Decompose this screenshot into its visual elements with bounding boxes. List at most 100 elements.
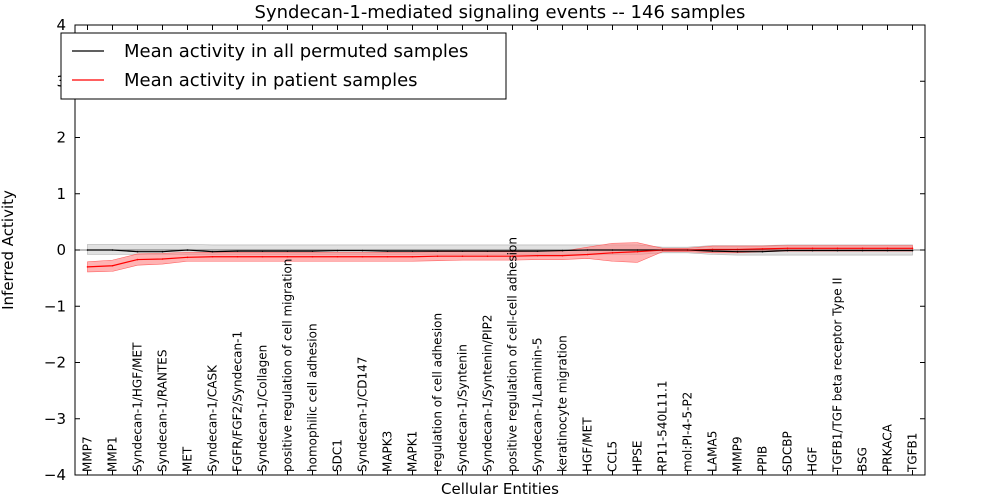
x-tick-label: HGF/MET [581, 417, 595, 472]
x-tick-label: BSG [856, 447, 870, 472]
data-point-patient [436, 255, 439, 257]
data-point-patient [511, 255, 514, 257]
data-point-patient [636, 250, 639, 253]
data-point-patient [211, 255, 214, 258]
x-tick-label: MMP7 [81, 436, 95, 472]
legend-box [60, 32, 507, 100]
data-point-patient [161, 258, 164, 260]
y-tick-label: 1 [56, 185, 66, 203]
data-point-patient [486, 255, 489, 257]
x-tick-label: positive regulation of cell migration [281, 259, 295, 472]
y-tick-label: −1 [44, 297, 66, 315]
x-tick-label: Syndecan-1/Laminin-5 [531, 338, 545, 472]
data-point-patient [186, 256, 189, 259]
legend-label-permuted: Mean activity in all permuted samples [124, 41, 468, 62]
y-tick-label: 2 [56, 129, 66, 147]
x-tick-label: MAPK3 [381, 431, 395, 472]
x-tick-label: regulation of cell adhesion [431, 313, 445, 472]
data-point-patient [886, 247, 889, 250]
x-axis-ticks: MMP7 MMP1 Syndecan-1/HGF/MET Syndecan-1/RAN… [81, 25, 920, 475]
data-point-permuted [411, 250, 414, 252]
data-point-patient [86, 266, 89, 268]
x-tick-label: PRKACA [881, 423, 895, 472]
data-point-permuted [211, 250, 214, 253]
legend: Mean activity in all permuted samples Me… [60, 32, 507, 100]
x-tick-label: RP11-540L11.1 [656, 381, 670, 472]
data-point-patient [336, 255, 339, 258]
legend-label-patient: Mean activity in patient samples [124, 70, 418, 91]
x-tick-label: LAMA5 [706, 431, 720, 472]
x-tick-label: keratinocyte migration [556, 335, 570, 472]
data-point-patient [261, 255, 264, 258]
data-point-permuted [486, 250, 489, 252]
x-tick-label: CCL5 [606, 441, 620, 472]
data-point-patient [461, 255, 464, 257]
data-point-patient [561, 254, 564, 257]
x-tick-label: Syndecan-1/HGF/MET [131, 342, 145, 472]
data-point-permuted [286, 250, 289, 252]
data-point-patient [286, 255, 289, 258]
x-tick-label: TGFB1 [906, 433, 920, 473]
data-point-patient [386, 255, 389, 258]
data-point-patient [236, 255, 239, 258]
x-tick-label: homophilic cell adhesion [306, 323, 320, 472]
x-tick-label: Syndecan-1/CASK [206, 364, 220, 472]
data-point-patient [811, 247, 814, 250]
x-tick-label: Syndecan-1/Collagen [256, 345, 270, 472]
x-tick-label: TGFB1/TGF beta receptor Type II [831, 277, 845, 473]
x-tick-label: SDC1 [331, 439, 345, 472]
data-point-permuted [161, 250, 164, 253]
x-tick-label: Syndecan-1/RANTES [156, 350, 170, 472]
x-tick-label: MAPK1 [406, 431, 420, 472]
data-point-patient [536, 254, 539, 257]
x-tick-label: MMP9 [731, 436, 745, 472]
x-tick-label: HPSE [631, 441, 645, 472]
data-point-permuted [386, 250, 389, 252]
chart-title: Syndecan-1-mediated signaling events -- … [255, 2, 746, 23]
x-tick-label: Syndecan-1/Syntenin/PIP2 [481, 314, 495, 472]
data-point-permuted [436, 250, 439, 252]
data-point-patient [786, 247, 789, 250]
data-point-permuted [261, 250, 264, 252]
x-tick-label: PPIB [756, 446, 770, 472]
x-tick-label: positive regulation of cell-cell adhesio… [506, 237, 520, 472]
data-point-permuted [511, 250, 514, 252]
data-point-permuted [236, 250, 239, 252]
data-point-patient [136, 258, 139, 261]
series-line-patient [87, 247, 913, 268]
x-tick-label: MMP1 [106, 436, 120, 472]
data-point-patient [586, 253, 589, 256]
x-tick-label: Syndecan-1/Syntenin [456, 344, 470, 472]
data-point-permuted [761, 250, 764, 253]
data-point-patient [411, 255, 414, 258]
x-tick-label: SDCBP [781, 431, 795, 472]
y-axis-label: Inferred Activity [0, 190, 17, 310]
data-point-patient [861, 247, 864, 250]
data-point-permuted [461, 250, 464, 252]
data-point-patient [761, 248, 764, 250]
data-point-patient [311, 255, 314, 258]
data-point-patient [111, 264, 114, 267]
data-point-permuted [711, 250, 714, 252]
data-point-patient [361, 255, 364, 258]
y-tick-label: 4 [56, 16, 66, 34]
series-line-permuted [87, 249, 913, 253]
x-tick-label: HGF [806, 447, 820, 472]
data-point-patient [611, 252, 614, 254]
data-point-permuted [311, 250, 314, 252]
x-axis-label: Cellular Entities [441, 480, 559, 498]
data-point-patient [836, 247, 839, 250]
data-point-patient [911, 247, 914, 250]
y-tick-label: 0 [56, 241, 66, 259]
x-tick-label: MET [181, 446, 195, 472]
x-tick-label: Syndecan-1/CD147 [356, 357, 370, 472]
y-tick-label: −3 [44, 410, 66, 428]
data-point-permuted [736, 250, 739, 253]
y-tick-label: −4 [44, 466, 66, 484]
x-tick-label: mol:PI-4-5-P2 [681, 392, 695, 472]
data-point-permuted [536, 250, 539, 252]
y-tick-label: −2 [44, 354, 66, 372]
x-tick-label: FGFR/FGF2/Syndecan-1 [231, 331, 245, 472]
data-point-permuted [136, 250, 139, 253]
